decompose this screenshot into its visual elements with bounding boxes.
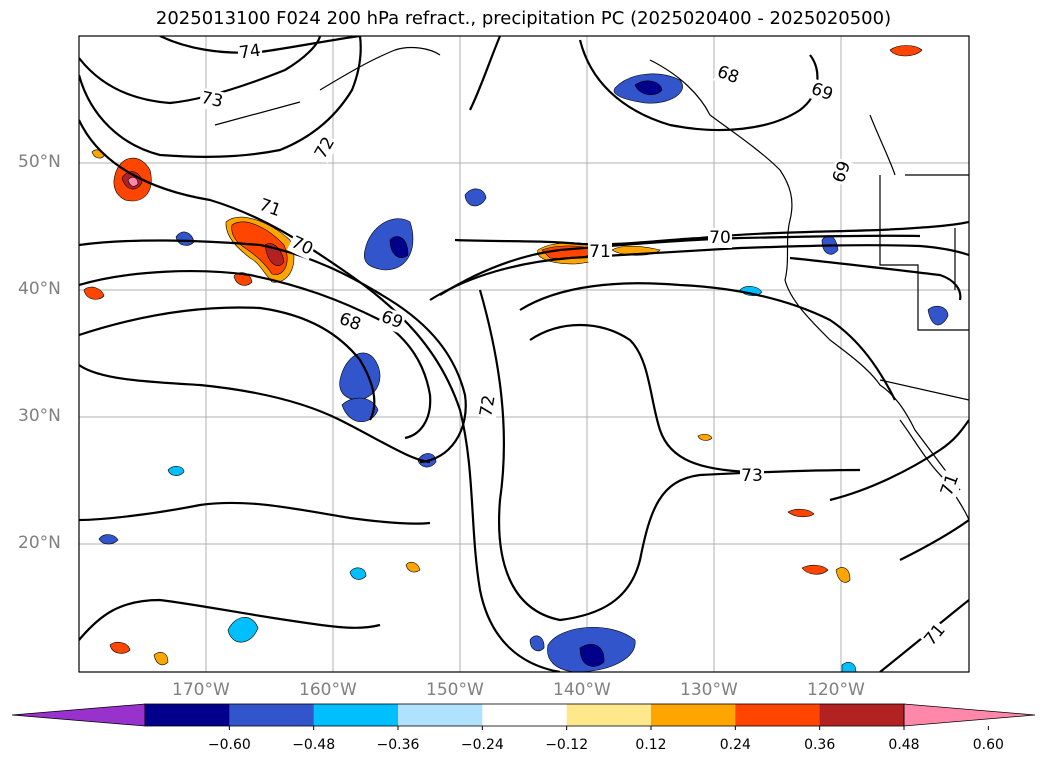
plot-frame	[78, 35, 970, 673]
colorbar-tick-label: 0.48	[888, 737, 920, 753]
colorbar-tick-label: −0.48	[292, 737, 336, 753]
lon-label-160w: 160°W	[299, 680, 357, 700]
colorbar-tick-label: −0.60	[207, 737, 251, 753]
colorbar-tick-label: 0.12	[635, 737, 667, 753]
colorbar-frame	[144, 703, 905, 727]
contour-label: 71	[588, 242, 612, 262]
contour-label: 70	[708, 228, 732, 248]
lat-label-20n: 20°N	[18, 533, 61, 553]
lat-label-50n: 50°N	[18, 152, 61, 172]
colorbar-tick-label: −0.36	[376, 737, 420, 753]
colorbar-extend-low	[11, 703, 146, 727]
lon-label-170w: 170°W	[172, 680, 230, 700]
colorbar-extend-high	[903, 703, 1036, 727]
colorbar-swatch	[398, 704, 483, 726]
colorbar-swatch	[566, 704, 652, 726]
contour-label: 74	[236, 40, 264, 64]
lat-label-40n: 40°N	[18, 279, 61, 299]
contours	[79, 36, 969, 672]
lon-label-130w: 130°W	[680, 680, 738, 700]
precip-positive	[83, 45, 923, 666]
colorbar-tick-label: −0.12	[545, 737, 589, 753]
lon-label-140w: 140°W	[553, 680, 611, 700]
colorbar-swatch	[651, 704, 736, 726]
lon-label-120w: 120°W	[807, 680, 865, 700]
map-title: 2025013100 F024 200 hPa refract., precip…	[155, 8, 892, 29]
colorbar	[11, 703, 1036, 730]
colorbar-tick-label: 0.24	[719, 737, 751, 753]
colorbar-swatch	[482, 704, 568, 726]
lat-label-30n: 30°N	[18, 406, 61, 426]
lon-label-150w: 150°W	[426, 680, 484, 700]
colorbar-tick-label: −0.24	[460, 737, 504, 753]
colorbar-swatch	[229, 704, 315, 726]
colorbar-swatch	[145, 704, 230, 726]
contour-label: 73	[740, 466, 764, 486]
graticule	[79, 36, 969, 672]
precip-negative	[98, 73, 949, 672]
contour-label: 72	[476, 392, 500, 420]
colorbar-swatch	[735, 704, 821, 726]
colorbar-tick-label: 0.36	[804, 737, 836, 753]
colorbar-swatch	[819, 704, 905, 726]
colorbar-tick-label: 0.60	[972, 737, 1004, 753]
colorbar-swatch	[313, 704, 399, 726]
